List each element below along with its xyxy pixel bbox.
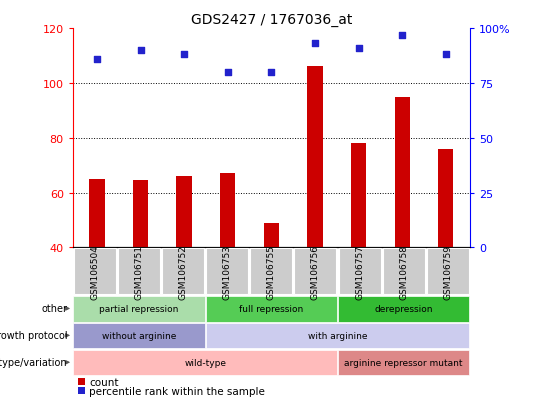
Point [310, 41, 319, 47]
Text: GSM106756: GSM106756 [311, 244, 320, 299]
Text: GSM106755: GSM106755 [267, 244, 276, 299]
Bar [264, 223, 279, 248]
Text: arginine repressor mutant: arginine repressor mutant [345, 358, 463, 367]
Point [224, 69, 232, 76]
Bar [307, 67, 322, 248]
Bar [395, 97, 410, 248]
Text: growth protocol: growth protocol [0, 330, 68, 341]
Bar [133, 181, 148, 248]
Point [398, 32, 407, 39]
Bar [220, 174, 235, 248]
Text: GSM106759: GSM106759 [443, 244, 452, 299]
Point [354, 45, 363, 52]
Text: full repression: full repression [239, 304, 303, 313]
Text: GSM106751: GSM106751 [134, 244, 144, 299]
Bar [177, 177, 192, 248]
Text: partial repression: partial repression [99, 304, 179, 313]
Text: percentile rank within the sample: percentile rank within the sample [89, 386, 265, 396]
Point [267, 69, 275, 76]
Text: with arginine: with arginine [308, 331, 367, 340]
Text: GSM106752: GSM106752 [179, 244, 188, 299]
Text: wild-type: wild-type [184, 358, 226, 367]
Point [180, 52, 188, 59]
Title: GDS2427 / 1767036_at: GDS2427 / 1767036_at [191, 12, 352, 26]
Text: genotype/variation: genotype/variation [0, 357, 68, 368]
Text: other: other [42, 304, 68, 314]
Text: derepression: derepression [374, 304, 433, 313]
Point [92, 56, 101, 63]
Point [136, 47, 145, 54]
Bar [351, 144, 366, 248]
Text: GSM106753: GSM106753 [223, 244, 232, 299]
Bar [438, 149, 454, 248]
Text: GSM106504: GSM106504 [91, 244, 99, 299]
Point [442, 52, 450, 59]
Text: GSM106757: GSM106757 [355, 244, 364, 299]
Text: count: count [89, 377, 119, 387]
Text: without arginine: without arginine [102, 331, 176, 340]
Text: GSM106758: GSM106758 [399, 244, 408, 299]
Bar [89, 179, 105, 248]
